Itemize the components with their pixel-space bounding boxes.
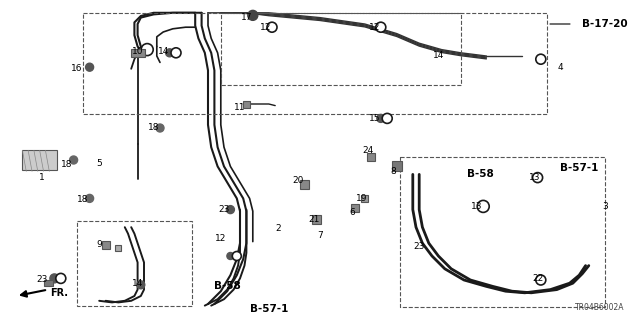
Text: 15: 15 bbox=[369, 114, 380, 123]
Circle shape bbox=[536, 275, 546, 285]
Text: 23: 23 bbox=[413, 242, 425, 251]
Text: 1: 1 bbox=[39, 173, 44, 182]
Text: 4: 4 bbox=[557, 63, 563, 72]
Text: 20: 20 bbox=[292, 176, 303, 185]
Text: 18: 18 bbox=[61, 160, 73, 169]
Text: B-57-1: B-57-1 bbox=[560, 163, 598, 173]
Text: FR.: FR. bbox=[50, 288, 68, 298]
Text: 9: 9 bbox=[97, 240, 102, 249]
Bar bbox=[362, 195, 368, 202]
Bar bbox=[115, 245, 122, 251]
Circle shape bbox=[70, 156, 77, 164]
Circle shape bbox=[232, 252, 241, 260]
Text: 5: 5 bbox=[97, 159, 102, 168]
Text: B-17-20: B-17-20 bbox=[582, 19, 628, 29]
Circle shape bbox=[156, 124, 164, 132]
Circle shape bbox=[227, 252, 234, 260]
Bar bbox=[83, 13, 547, 114]
Text: 14: 14 bbox=[132, 279, 143, 288]
Circle shape bbox=[477, 200, 489, 212]
Bar bbox=[312, 215, 321, 224]
Circle shape bbox=[86, 194, 93, 203]
Bar bbox=[392, 161, 402, 172]
Bar bbox=[102, 241, 109, 249]
Text: 8: 8 bbox=[391, 167, 396, 176]
Circle shape bbox=[56, 273, 66, 284]
Text: 7: 7 bbox=[317, 231, 323, 240]
Text: 14: 14 bbox=[433, 52, 444, 60]
Text: B-57-1: B-57-1 bbox=[250, 304, 288, 314]
Text: 11: 11 bbox=[234, 103, 246, 112]
Circle shape bbox=[382, 113, 392, 124]
Text: 12: 12 bbox=[215, 234, 227, 243]
Text: 18: 18 bbox=[148, 124, 159, 132]
Circle shape bbox=[267, 22, 277, 32]
Text: 24: 24 bbox=[362, 146, 374, 155]
Circle shape bbox=[376, 22, 386, 32]
Text: B-58: B-58 bbox=[467, 169, 494, 180]
Text: 12: 12 bbox=[260, 23, 271, 32]
Bar bbox=[400, 157, 605, 307]
Circle shape bbox=[50, 274, 59, 283]
Bar bbox=[221, 13, 461, 85]
Text: 22: 22 bbox=[532, 274, 543, 283]
Circle shape bbox=[227, 206, 234, 214]
Bar bbox=[77, 221, 192, 306]
Text: 23: 23 bbox=[36, 276, 47, 284]
Text: 2: 2 bbox=[276, 224, 281, 233]
Text: 13: 13 bbox=[529, 173, 540, 182]
Circle shape bbox=[377, 114, 385, 122]
Text: 21: 21 bbox=[308, 215, 319, 224]
Bar bbox=[243, 100, 250, 108]
Text: 13: 13 bbox=[471, 202, 483, 211]
Text: 17: 17 bbox=[241, 13, 252, 22]
Circle shape bbox=[137, 281, 145, 289]
Bar bbox=[44, 280, 52, 286]
Circle shape bbox=[248, 10, 258, 20]
Text: 18: 18 bbox=[77, 196, 89, 204]
Bar bbox=[131, 49, 145, 57]
Text: 12: 12 bbox=[369, 23, 380, 32]
Bar bbox=[22, 150, 58, 170]
Circle shape bbox=[166, 49, 173, 57]
Text: 3: 3 bbox=[602, 202, 607, 211]
Circle shape bbox=[532, 172, 543, 183]
Text: 14: 14 bbox=[157, 47, 169, 56]
Text: TR04B6002A: TR04B6002A bbox=[575, 303, 624, 312]
Text: 6: 6 bbox=[349, 208, 355, 217]
Bar bbox=[351, 204, 359, 212]
Circle shape bbox=[171, 48, 181, 58]
Bar bbox=[300, 180, 308, 188]
Circle shape bbox=[141, 44, 153, 56]
Text: B-58: B-58 bbox=[214, 281, 241, 292]
Circle shape bbox=[86, 63, 93, 71]
Text: 10: 10 bbox=[132, 47, 143, 56]
Text: 19: 19 bbox=[356, 194, 367, 203]
Text: 16: 16 bbox=[71, 64, 83, 73]
Circle shape bbox=[536, 54, 546, 64]
Bar bbox=[367, 153, 375, 161]
Text: 23: 23 bbox=[218, 205, 230, 214]
